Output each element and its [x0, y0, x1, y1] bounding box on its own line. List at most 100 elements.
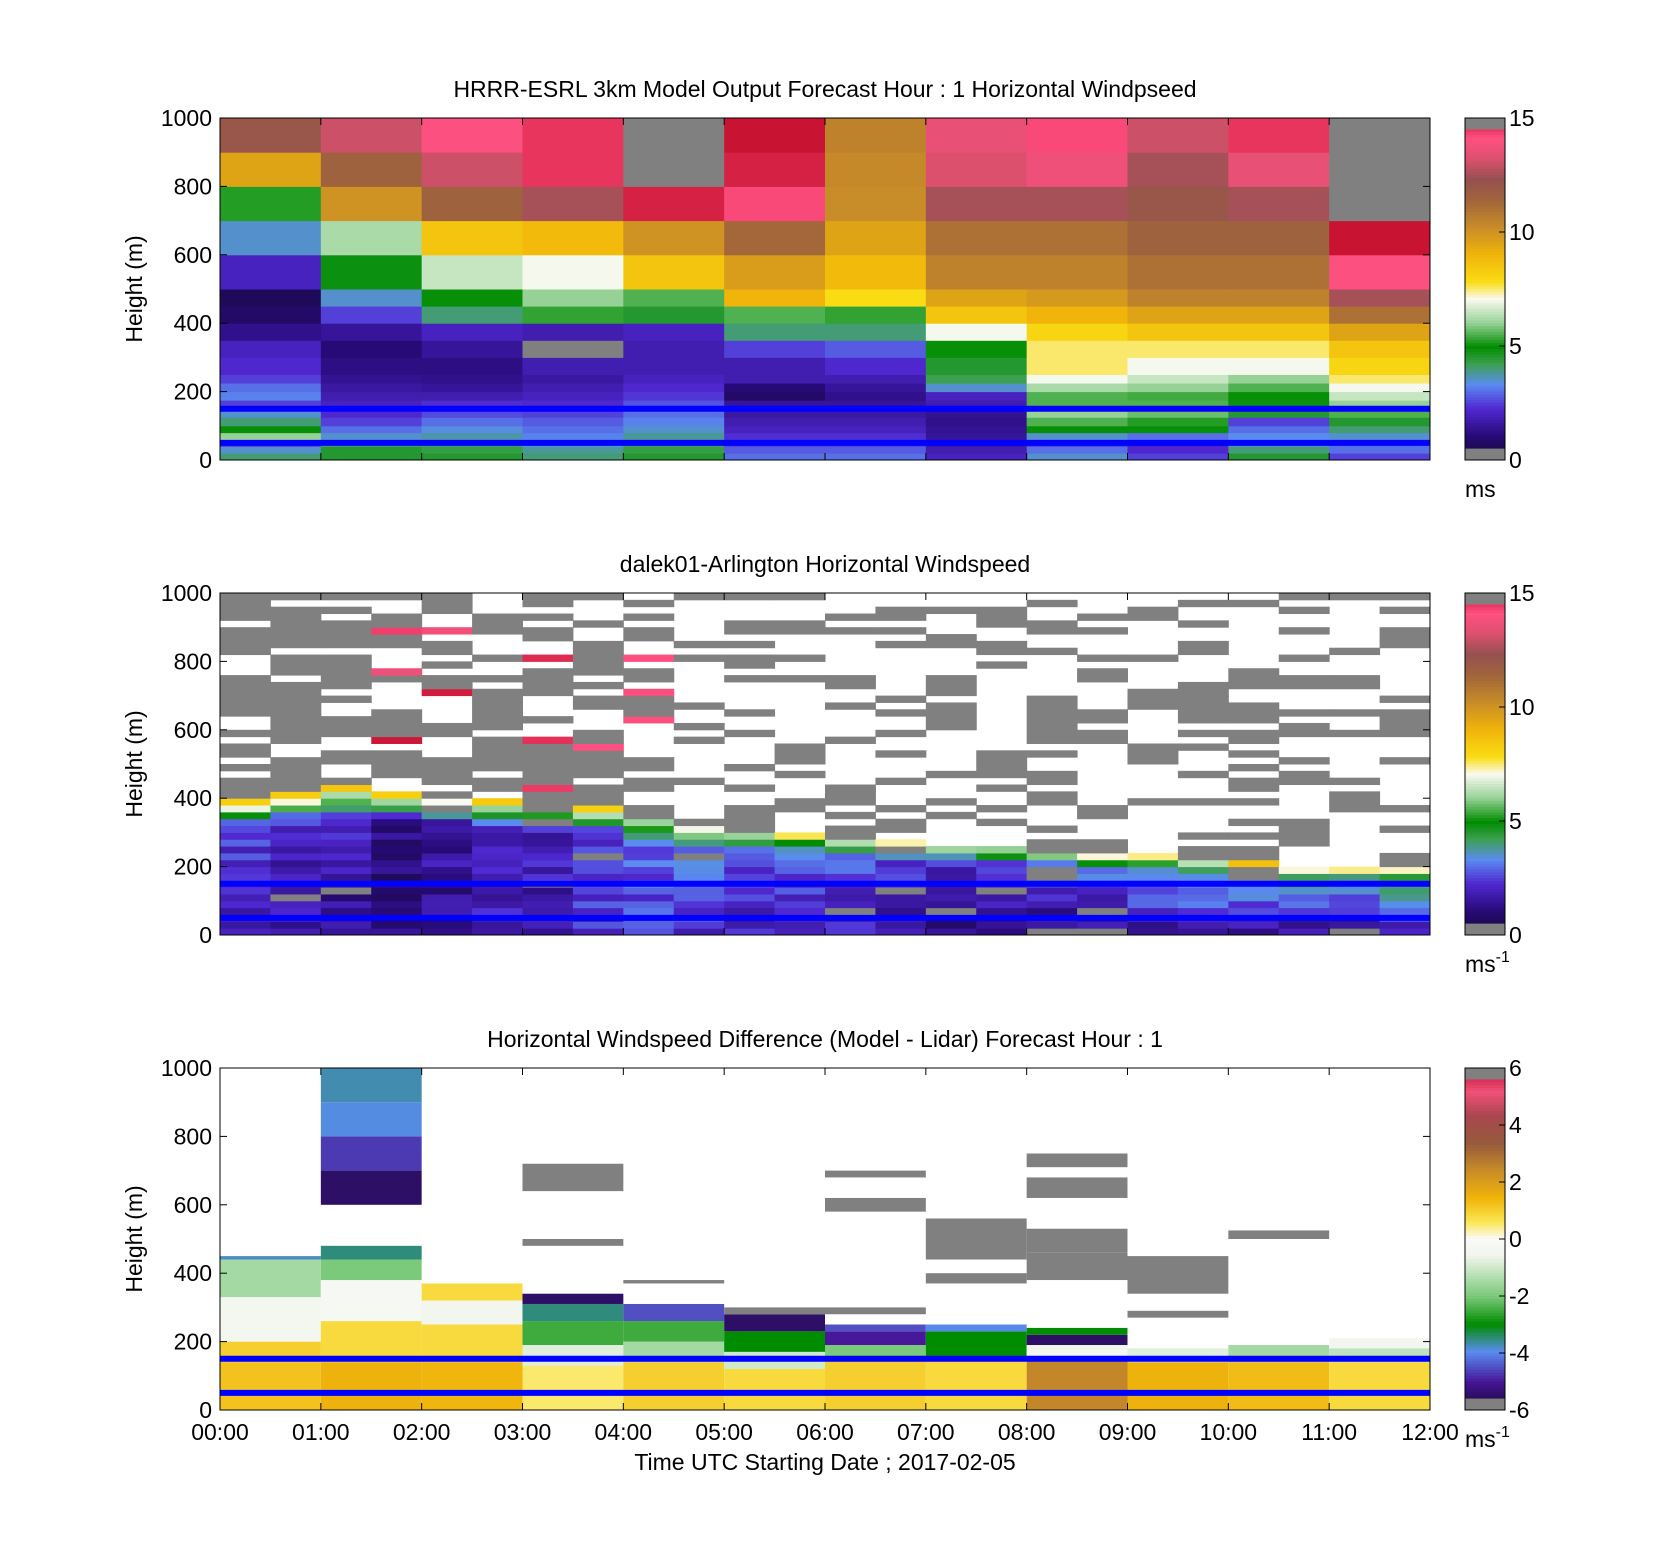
- lidar-cell: [1329, 873, 1381, 881]
- lidar-cell: [371, 770, 423, 779]
- colorbar-swatch: [1465, 431, 1505, 435]
- lidar-cell: [1278, 832, 1330, 840]
- lidar-cell: [875, 866, 927, 874]
- lidar-cell: [1026, 702, 1078, 710]
- model-cell: [623, 446, 725, 454]
- colorbar-swatch: [1465, 1293, 1505, 1297]
- lidar-cell: [825, 893, 876, 902]
- colorbar-swatch: [1465, 363, 1505, 367]
- colorbar-swatch: [1465, 1250, 1505, 1254]
- lidar-cell: [1077, 729, 1128, 738]
- model-cell: [421, 374, 523, 384]
- colorbar-swatch: [1465, 1333, 1505, 1337]
- colorbar-unit: ms-1: [1465, 1424, 1510, 1452]
- colorbar-swatch: [1465, 1107, 1505, 1112]
- model-cell: [1127, 340, 1229, 358]
- lidar-cell: [371, 859, 423, 868]
- panel-difference: Horizontal Windspeed Difference (Model -…: [121, 1026, 1530, 1475]
- model-cell: [320, 118, 423, 153]
- lidar-cell: [1228, 716, 1280, 724]
- colorbar-tick-label: 5: [1509, 333, 1522, 359]
- x-tick-label: 12:00: [1401, 1419, 1459, 1445]
- colorbar-swatch: [1465, 1341, 1505, 1345]
- colorbar-swatch: [1465, 1284, 1505, 1288]
- model-cell: [623, 383, 725, 393]
- lidar-cell: [875, 907, 927, 915]
- colorbar-swatch: [1465, 1273, 1505, 1277]
- lidar-cell: [421, 777, 473, 786]
- colorbar-swatch: [1465, 397, 1505, 401]
- model-cell: [724, 152, 826, 187]
- lidar-cell: [270, 900, 322, 909]
- lidar-cell: [1026, 852, 1078, 861]
- model-cell: [1127, 432, 1229, 440]
- colorbar-swatch: [1465, 135, 1505, 139]
- lidar-cell: [220, 859, 271, 868]
- lidar-cell: [522, 825, 574, 833]
- model-cell: [1026, 446, 1128, 454]
- lidar-cell: [1329, 798, 1381, 806]
- lidar-cell: [724, 811, 776, 820]
- colorbar-swatch: [1465, 294, 1505, 299]
- difference-cell: [825, 1307, 926, 1315]
- colorbar-swatch: [1465, 280, 1505, 284]
- model-cell: [925, 254, 1028, 290]
- lidar-cell: [1026, 921, 1078, 929]
- model-cell: [1329, 289, 1430, 307]
- lidar-cell: [1026, 893, 1078, 902]
- lidar-cell: [522, 811, 574, 820]
- model-cell: [623, 417, 725, 427]
- colorbar-swatch: [1465, 1236, 1505, 1240]
- lidar-cell: [1278, 627, 1330, 635]
- lidar-cell: [1329, 681, 1381, 690]
- lidar-cell: [572, 681, 624, 690]
- lidar-cell: [925, 770, 977, 779]
- lidar-cell: [220, 832, 271, 840]
- difference-cell: [320, 1170, 422, 1205]
- lidar-cell: [371, 736, 423, 744]
- lidar-cell: [1379, 887, 1430, 895]
- colorbar-swatch: [1465, 630, 1505, 634]
- lidar-cell: [623, 839, 675, 847]
- lidar-cell: [421, 832, 473, 840]
- lidar-cell: [925, 859, 977, 868]
- lidar-cell: [1026, 709, 1078, 717]
- lidar-cell: [875, 859, 927, 868]
- lidar-cell: [320, 757, 372, 765]
- lidar-cell: [825, 627, 876, 635]
- model-cell: [1228, 425, 1330, 434]
- model-cell: [925, 220, 1028, 256]
- model-cell: [1329, 400, 1430, 410]
- lidar-cell: [572, 825, 624, 833]
- lidar-cell: [371, 757, 423, 765]
- lidar-cell: [1077, 928, 1128, 935]
- lidar-cell: [1026, 599, 1078, 608]
- lidar-cell: [572, 818, 624, 827]
- lidar-cell: [572, 784, 624, 792]
- model-cell: [421, 340, 523, 358]
- lidar-cell: [1077, 873, 1128, 881]
- lidar-cell: [1278, 722, 1330, 731]
- lidar-cell: [1127, 887, 1179, 895]
- model-cell: [1026, 254, 1128, 290]
- colorbar-swatch: [1465, 1119, 1505, 1123]
- model-cell: [1228, 357, 1330, 375]
- model-cell: [220, 340, 322, 358]
- colorbar-swatch: [1465, 712, 1505, 717]
- colorbar-swatch: [1465, 627, 1505, 631]
- lidar-cell: [1026, 873, 1078, 881]
- model-cell: [220, 323, 322, 341]
- lidar-cell: [270, 928, 322, 935]
- difference-cell: [220, 1259, 321, 1298]
- lidar-cell: [1228, 832, 1280, 840]
- colorbar-swatch: [1465, 735, 1505, 739]
- lidar-cell: [1077, 852, 1128, 861]
- lidar-cell: [371, 593, 423, 601]
- colorbar-swatch: [1465, 311, 1505, 316]
- lidar-cell: [421, 859, 473, 868]
- lidar-cell: [1026, 825, 1078, 833]
- lidar-cell: [1278, 825, 1330, 833]
- lidar-cell: [522, 921, 574, 929]
- model-cell: [1026, 323, 1128, 341]
- lidar-cell: [1077, 627, 1128, 635]
